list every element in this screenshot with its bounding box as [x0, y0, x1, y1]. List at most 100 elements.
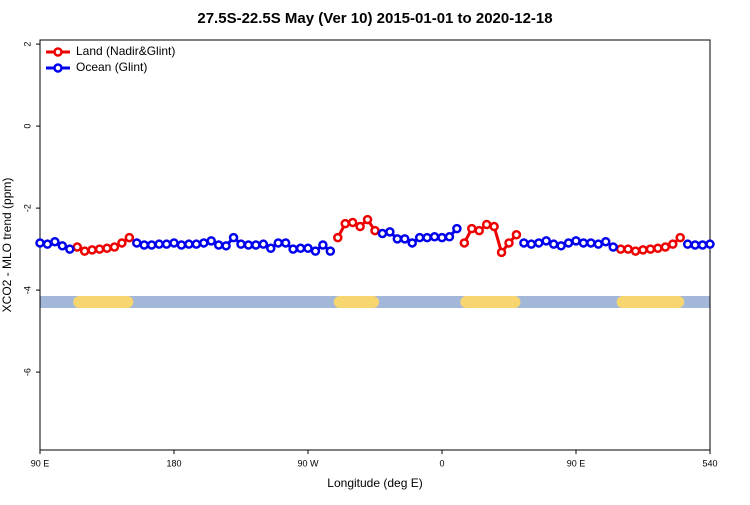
data-point	[184, 239, 194, 249]
y-tick-label: 2	[22, 42, 32, 47]
data-point	[362, 214, 373, 225]
data-point	[385, 227, 395, 237]
data-point	[72, 242, 82, 252]
land-span	[73, 296, 134, 308]
legend-label: Land (Nadir&Glint)	[76, 44, 175, 58]
legend-marker	[53, 63, 63, 73]
data-point	[534, 238, 544, 248]
data-point	[593, 239, 604, 249]
data-point	[280, 238, 291, 248]
data-point	[273, 238, 283, 248]
y-tick-label: -4	[22, 286, 32, 294]
data-point	[213, 240, 224, 250]
data-point	[697, 240, 708, 250]
chart-title: 27.5S-22.5S May (Ver 10) 2015-01-01 to 2…	[197, 10, 552, 27]
data-point	[437, 232, 447, 243]
data-point	[608, 242, 618, 252]
data-point	[400, 234, 410, 244]
x-tick-label: 90 E	[567, 458, 586, 468]
data-point	[288, 244, 298, 254]
data-point	[548, 239, 559, 249]
data-point	[422, 232, 432, 243]
data-point	[318, 240, 328, 250]
data-point	[176, 240, 187, 250]
data-point	[444, 232, 455, 242]
data-point	[169, 238, 179, 248]
data-point	[578, 238, 589, 248]
x-tick-label: 180	[166, 458, 181, 468]
data-point	[541, 236, 551, 246]
data-point	[251, 240, 261, 250]
data-point	[347, 217, 358, 228]
data-point	[370, 225, 380, 236]
data-point	[496, 247, 507, 258]
land-span	[333, 296, 379, 308]
data-point	[601, 236, 611, 247]
x-tick-label: 90 W	[297, 458, 319, 468]
data-point	[638, 245, 648, 255]
data-point	[325, 246, 336, 256]
x-tick-label: 90 E	[31, 458, 50, 468]
x-axis-label: Longitude (deg E)	[327, 476, 422, 490]
data-point	[377, 228, 388, 239]
data-point	[467, 223, 477, 234]
data-point	[295, 243, 306, 254]
data-point	[221, 241, 231, 251]
y-tick-label: -6	[22, 368, 32, 376]
data-point	[355, 221, 365, 232]
data-point	[563, 238, 574, 248]
x-tick-label: 0	[439, 458, 444, 468]
data-point	[50, 236, 60, 247]
land-span	[616, 296, 685, 308]
y-axis-label: XCO2 - MLO trend (ppm)	[0, 178, 14, 313]
data-point	[571, 236, 581, 246]
data-point	[228, 232, 239, 243]
data-point	[682, 239, 693, 249]
data-point	[675, 232, 685, 243]
data-point	[35, 238, 45, 248]
data-point	[556, 241, 566, 251]
data-point	[489, 221, 499, 232]
y-tick-label: -2	[22, 204, 32, 212]
data-point	[199, 238, 209, 248]
legend-label: Ocean (Glint)	[76, 60, 147, 74]
data-point	[146, 240, 157, 250]
data-point	[57, 241, 68, 251]
data-point	[333, 232, 343, 243]
data-point	[705, 239, 715, 249]
data-point	[236, 239, 246, 249]
data-point	[615, 244, 626, 254]
data-point	[660, 242, 671, 252]
data-point	[504, 238, 514, 248]
data-point	[474, 225, 484, 236]
data-point	[258, 239, 269, 249]
data-point	[623, 244, 633, 254]
legend-marker	[53, 47, 63, 57]
data-point	[586, 238, 596, 248]
data-point	[630, 246, 641, 256]
data-point	[392, 234, 403, 244]
data-point	[407, 238, 417, 248]
data-point	[519, 238, 529, 248]
data-point	[206, 236, 216, 246]
data-point	[340, 218, 350, 229]
data-point	[87, 245, 97, 255]
data-point	[79, 246, 90, 256]
data-point	[191, 239, 202, 249]
data-point	[429, 232, 440, 242]
data-point	[653, 243, 663, 254]
data-point	[266, 243, 276, 254]
data-point	[243, 240, 254, 250]
data-point	[161, 239, 172, 249]
data-point	[452, 223, 462, 234]
data-point	[65, 244, 75, 254]
data-point	[511, 230, 522, 240]
data-point	[102, 243, 112, 254]
data-point	[459, 238, 470, 248]
data-point	[645, 244, 656, 254]
data-point	[668, 239, 678, 249]
data-point	[154, 239, 164, 249]
data-point	[109, 242, 120, 252]
data-point	[117, 238, 127, 248]
